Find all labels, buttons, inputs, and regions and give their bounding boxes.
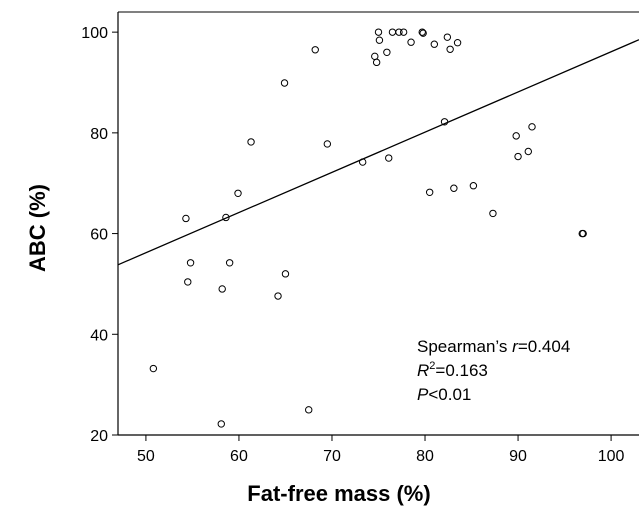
- data-point: [425, 188, 434, 196]
- data-point: [247, 138, 255, 146]
- data-points: [149, 28, 587, 428]
- data-point: [274, 292, 282, 300]
- data-point: [385, 154, 393, 162]
- y-tick-label: 80: [90, 126, 108, 143]
- x-tick-label: 80: [416, 448, 434, 465]
- data-point: [234, 189, 242, 197]
- x-tick-label: 100: [598, 448, 625, 465]
- data-point: [375, 36, 384, 44]
- data-point: [184, 278, 192, 286]
- data-point: [149, 364, 158, 373]
- regression-line: [117, 39, 639, 266]
- data-point: [419, 29, 427, 37]
- data-point: [453, 39, 462, 47]
- annotation-spearman-prefix: Spearman’s: [417, 337, 512, 356]
- data-point: [280, 79, 289, 87]
- y-axis-ticks: 20 40 60 80 100: [81, 25, 118, 445]
- data-point: [399, 28, 408, 36]
- data-point: [323, 140, 332, 148]
- data-point: [371, 52, 379, 61]
- annotation-p-value-value: <0.01: [428, 385, 471, 404]
- data-point: [528, 123, 536, 131]
- data-point: [218, 285, 226, 293]
- data-point: [489, 209, 497, 218]
- data-point: [524, 147, 532, 156]
- y-axis-title: ABC (%): [25, 184, 50, 272]
- data-point: [372, 58, 381, 67]
- data-point: [311, 46, 319, 54]
- data-point: [388, 28, 397, 36]
- annotation-spearman-value: =0.404: [518, 337, 570, 356]
- data-point: [579, 229, 587, 238]
- data-point: [358, 158, 367, 166]
- data-point: [182, 214, 190, 223]
- data-point: [514, 152, 522, 161]
- annotation-spearman: Spearman’s r=0.404: [417, 337, 570, 356]
- data-point: [440, 118, 449, 126]
- x-axis-title: Fat-free mass (%): [247, 481, 430, 506]
- data-point: [225, 259, 234, 267]
- annotation-r-squared-var: R: [417, 361, 429, 380]
- data-point: [186, 259, 195, 267]
- data-point: [217, 420, 225, 428]
- x-tick-label: 50: [137, 448, 155, 465]
- annotation-p-value: P<0.01: [417, 385, 471, 404]
- y-tick-label: 100: [81, 25, 108, 42]
- annotation-r-squared: R2=0.163: [417, 360, 488, 380]
- data-point: [418, 28, 426, 36]
- annotation-r-squared-value: =0.163: [435, 361, 487, 380]
- data-point: [281, 270, 290, 278]
- annotation-spearman-var: r: [512, 337, 519, 356]
- data-point: [450, 184, 458, 192]
- x-tick-label: 60: [230, 448, 248, 465]
- data-point: [222, 213, 230, 222]
- axes: [117, 11, 639, 436]
- y-tick-label: 60: [90, 227, 108, 244]
- data-point: [305, 406, 313, 414]
- annotation-r-squared-sup: 2: [429, 360, 435, 372]
- data-point: [443, 33, 452, 41]
- data-point: [407, 38, 415, 46]
- annotation-p-value-var: P: [417, 385, 429, 404]
- x-axis-ticks: 50 60 70 80 90 100: [137, 435, 625, 465]
- data-point: [395, 28, 403, 36]
- y-tick-label: 40: [90, 327, 108, 344]
- data-point: [430, 40, 439, 48]
- x-tick-label: 90: [509, 448, 527, 465]
- data-point: [469, 182, 478, 190]
- data-point: [383, 48, 391, 56]
- x-tick-label: 70: [323, 448, 341, 465]
- data-point: [512, 132, 520, 140]
- y-tick-label: 20: [90, 428, 108, 445]
- regression-line-group: [117, 39, 639, 266]
- data-point: [374, 28, 383, 36]
- data-point: [446, 45, 454, 53]
